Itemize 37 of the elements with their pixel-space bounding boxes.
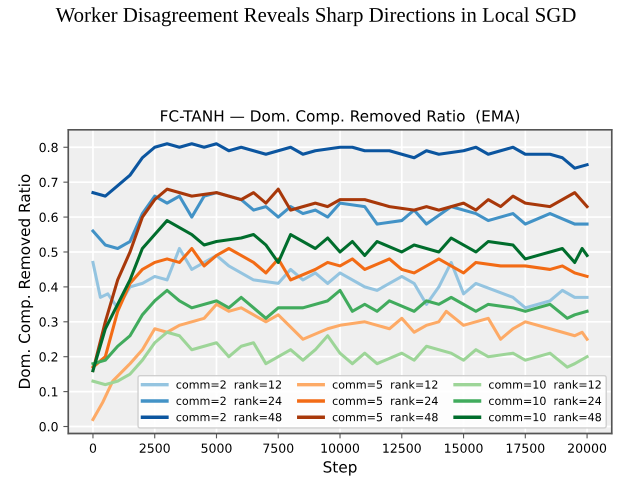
legend-label: comm=2 rank=24 — [176, 396, 282, 406]
legend-label: comm=10 rank=48 — [489, 412, 602, 422]
legend-label: comm=5 rank=24 — [332, 396, 438, 406]
y-tick-label: 0.5 — [39, 247, 58, 257]
y-tick-label: 0.7 — [39, 178, 58, 188]
y-axis-title: Dom. Comp. Removed Ratio — [18, 174, 34, 388]
x-tick-label: 2500 — [140, 443, 170, 453]
x-tick-label: 20000 — [568, 443, 606, 453]
legend-label: comm=2 rank=12 — [176, 380, 281, 389]
line-series — [91, 188, 589, 372]
line-series — [91, 142, 589, 198]
line-series — [91, 219, 589, 372]
x-tick-label: 12500 — [383, 443, 421, 453]
legend-label: comm=5 rank=12 — [332, 380, 438, 389]
chart-title: Worker Disagreement Reveals Sharp Directions in Local SGD — [56, 7, 576, 26]
y-tick-label: 0.3 — [39, 317, 58, 327]
x-tick-label: 0 — [90, 443, 96, 453]
x-axis-title: Step — [324, 461, 357, 476]
line-series — [91, 191, 589, 250]
y-tick-label: 0.0 — [39, 422, 58, 432]
line-series — [91, 288, 589, 366]
y-tick-label: 0.1 — [39, 387, 58, 397]
x-tick-label: 17500 — [506, 443, 544, 453]
legend-label: comm=10 rank=12 — [489, 380, 601, 389]
x-tick-label: 5000 — [202, 443, 232, 453]
x-tick-label: 7500 — [263, 443, 294, 453]
x-tick-label: 10000 — [322, 443, 360, 453]
x-tick-label: 15000 — [445, 443, 483, 453]
y-tick-label: 0.4 — [39, 282, 58, 292]
y-tick-label: 0.8 — [39, 142, 58, 152]
legend-label: comm=2 rank=48 — [176, 412, 282, 422]
line-series — [91, 246, 589, 369]
chart-subtitle: FC-TANH — Dom. Comp. Removed Ratio (EMA) — [161, 110, 520, 125]
y-tick-label: 0.6 — [39, 212, 58, 222]
legend-label: comm=10 rank=24 — [489, 396, 602, 406]
y-tick-label: 0.2 — [39, 352, 58, 362]
legend-label: comm=5 rank=48 — [332, 412, 438, 422]
